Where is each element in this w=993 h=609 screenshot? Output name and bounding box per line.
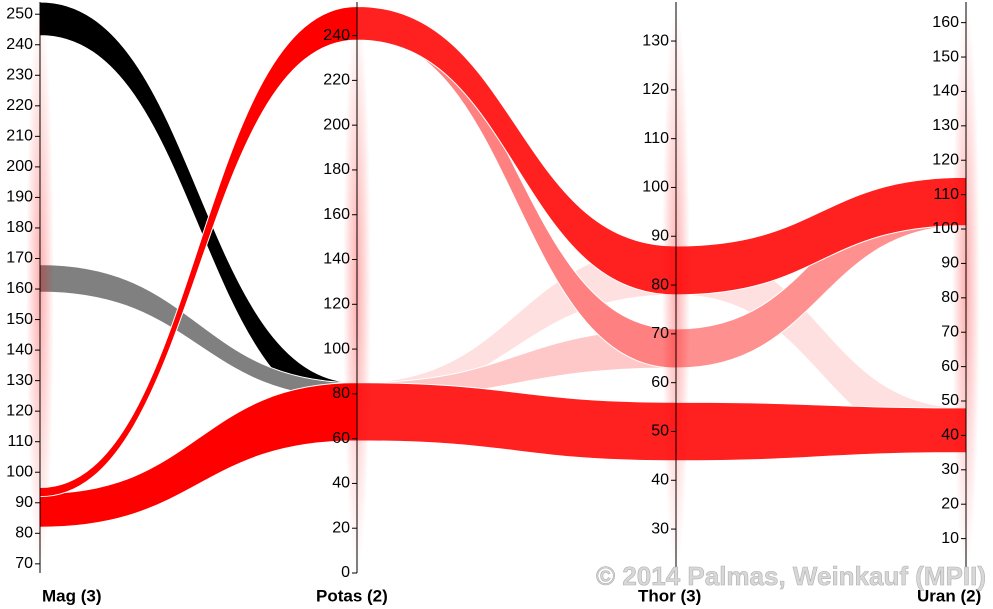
axes: 7080901001101201301401501601701801902002… bbox=[6, 2, 981, 605]
y-tick-label: 140 bbox=[6, 341, 33, 358]
y-tick-label: 120 bbox=[932, 151, 959, 168]
y-tick-label: 100 bbox=[6, 463, 33, 480]
y-tick-label: 10 bbox=[941, 530, 959, 547]
y-tick-label: 90 bbox=[15, 494, 33, 511]
y-tick-label: 50 bbox=[651, 423, 669, 440]
axis-title: Uran (2) bbox=[917, 586, 981, 605]
y-tick-label: 70 bbox=[941, 323, 959, 340]
axis-title: Thor (3) bbox=[638, 586, 701, 605]
flow bbox=[675, 401, 967, 462]
y-tick-label: 150 bbox=[932, 48, 959, 65]
y-tick-label: 220 bbox=[323, 72, 350, 89]
y-tick-label: 140 bbox=[932, 83, 959, 100]
y-tick-label: 90 bbox=[651, 227, 669, 244]
flow bbox=[39, 1, 358, 417]
y-tick-label: 200 bbox=[6, 158, 33, 175]
y-tick-label: 70 bbox=[15, 555, 33, 572]
y-tick-label: 190 bbox=[6, 189, 33, 206]
y-tick-label: 20 bbox=[332, 519, 350, 536]
y-tick-label: 60 bbox=[332, 430, 350, 447]
y-tick-label: 240 bbox=[6, 36, 33, 53]
y-tick-label: 170 bbox=[6, 250, 33, 267]
y-tick-label: 110 bbox=[7, 433, 33, 450]
y-tick-label: 100 bbox=[323, 340, 350, 357]
flow bbox=[39, 264, 358, 399]
y-tick-label: 250 bbox=[6, 5, 33, 22]
y-tick-label: 160 bbox=[932, 14, 959, 31]
flow bbox=[356, 5, 677, 296]
y-tick-label: 20 bbox=[941, 495, 959, 512]
watermark: © 2014 Palmas, Weinkauf (MPII) bbox=[596, 561, 986, 591]
y-tick-label: 240 bbox=[323, 27, 350, 44]
y-tick-label: 160 bbox=[6, 280, 33, 297]
y-tick-label: 80 bbox=[651, 276, 669, 293]
y-tick-label: 0 bbox=[341, 564, 350, 581]
y-tick-label: 40 bbox=[332, 475, 350, 492]
y-tick-label: 160 bbox=[323, 206, 350, 223]
y-tick-label: 110 bbox=[933, 186, 959, 203]
y-tick-label: 130 bbox=[932, 117, 959, 134]
y-tick-label: 40 bbox=[651, 471, 669, 488]
y-tick-label: 50 bbox=[941, 392, 959, 409]
y-tick-label: 60 bbox=[651, 374, 669, 391]
y-tick-label: 70 bbox=[651, 325, 669, 342]
y-tick-label: 210 bbox=[6, 128, 33, 145]
y-tick-label: 80 bbox=[941, 289, 959, 306]
y-tick-label: 60 bbox=[941, 358, 959, 375]
y-tick-label: 120 bbox=[6, 402, 33, 419]
axis-title: Potas (2) bbox=[316, 586, 388, 605]
axis-title: Mag (3) bbox=[42, 586, 102, 605]
y-tick-label: 100 bbox=[642, 179, 669, 196]
y-tick-label: 130 bbox=[642, 32, 669, 49]
y-tick-label: 30 bbox=[651, 520, 669, 537]
y-tick-label: 230 bbox=[6, 67, 33, 84]
y-tick-label: 220 bbox=[6, 97, 33, 114]
flow bbox=[356, 382, 677, 462]
y-tick-label: 140 bbox=[323, 251, 350, 268]
y-tick-label: 30 bbox=[941, 461, 959, 478]
y-tick-label: 100 bbox=[932, 220, 959, 237]
y-tick-label: 80 bbox=[15, 525, 33, 542]
y-tick-label: 180 bbox=[6, 219, 33, 236]
flow bbox=[39, 382, 358, 528]
y-tick-label: 120 bbox=[642, 81, 669, 98]
y-tick-label: 180 bbox=[323, 161, 350, 178]
y-tick-label: 200 bbox=[323, 116, 350, 133]
y-tick-label: 120 bbox=[323, 296, 350, 313]
y-tick-label: 80 bbox=[332, 385, 350, 402]
y-tick-label: 40 bbox=[941, 427, 959, 444]
y-tick-label: 130 bbox=[6, 372, 33, 389]
y-tick-label: 150 bbox=[6, 311, 33, 328]
y-tick-label: 90 bbox=[941, 255, 959, 272]
y-tick-label: 110 bbox=[643, 130, 669, 147]
flows bbox=[39, 1, 967, 528]
